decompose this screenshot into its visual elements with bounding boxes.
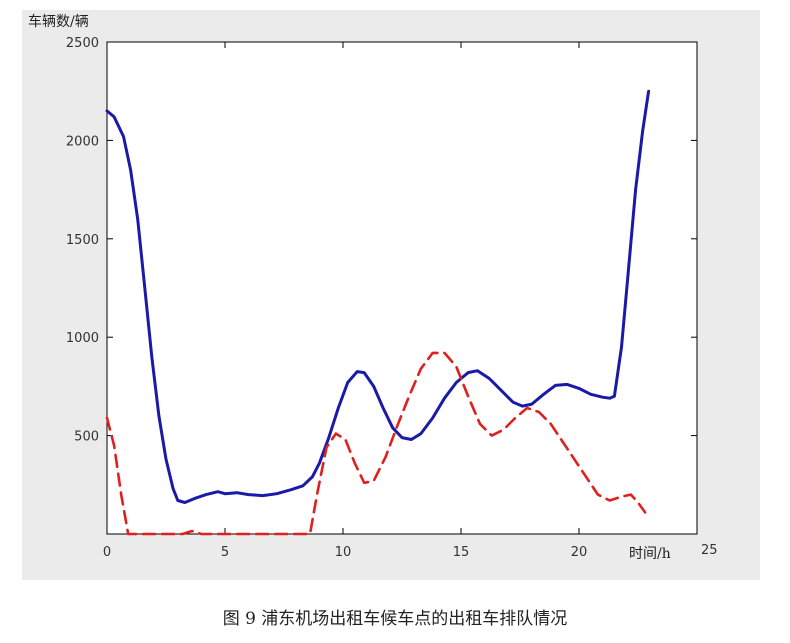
- y-axis-label: 车辆数/辆: [28, 13, 89, 30]
- y-tick-label: 500: [74, 430, 99, 445]
- x-tick-label: 0: [103, 545, 111, 560]
- x-tick-label: 20: [571, 545, 588, 560]
- plot-area: [106, 41, 698, 535]
- y-tick-label: 2500: [66, 36, 99, 51]
- series-layer: [105, 89, 651, 536]
- series-line-solid: [105, 89, 651, 504]
- x-tick-label: 25: [701, 543, 718, 558]
- series-line-dashed: [105, 351, 647, 536]
- axis-ticks: 0 5 10 15 20 25 500 1000 1500 2000 2500: [66, 36, 718, 560]
- x-tick-label: 10: [335, 545, 352, 560]
- x-axis-label: 时间/h: [629, 546, 671, 562]
- line-chart: 0 5 10 15 20 25 500 1000 1500 2000 2500 车辆数/辆 时间/h: [28, 13, 718, 562]
- y-tick-label: 1000: [66, 331, 99, 346]
- figure-panel: 0 5 10 15 20 25 500 1000 1500 2000 2500 车辆数/辆 时间/h: [22, 10, 760, 580]
- figure-caption: 图 9 浦东机场出租车候车点的出租车排队情况: [222, 609, 568, 629]
- y-tick-label: 1500: [66, 233, 99, 248]
- y-tick-label: 2000: [66, 134, 99, 149]
- x-tick-label: 15: [453, 545, 470, 560]
- x-tick-label: 5: [221, 545, 229, 560]
